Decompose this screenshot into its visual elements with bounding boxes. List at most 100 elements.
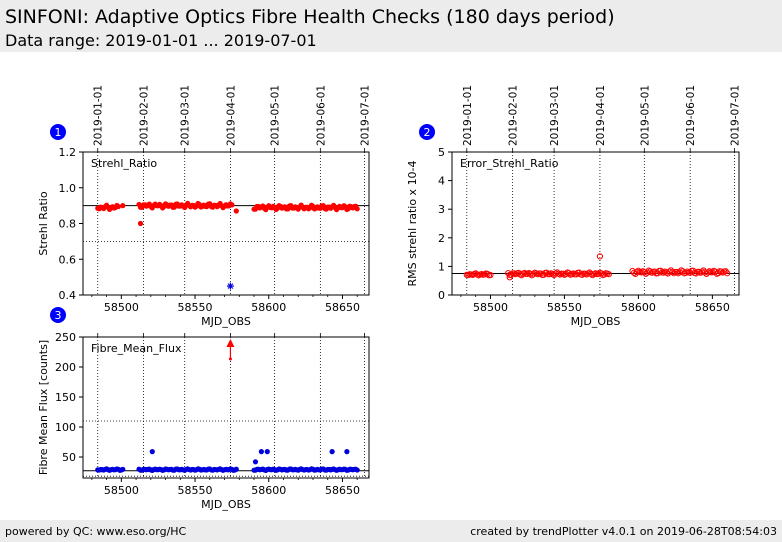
footer-created-by: created by trendPlotter v4.0.1 on 2019-0… bbox=[470, 525, 777, 538]
x-axis-label: MJD_OBS bbox=[571, 315, 621, 328]
data-point bbox=[233, 466, 239, 472]
panel-number-badge bbox=[50, 307, 66, 323]
y-tick-label: 50 bbox=[62, 451, 76, 464]
data-point bbox=[527, 270, 534, 277]
date-tick-label: 2019-03-01 bbox=[180, 85, 192, 146]
date-tick-label: 2019-02-01 bbox=[138, 85, 150, 146]
data-point bbox=[115, 203, 121, 210]
date-tick-label: 2019-02-01 bbox=[508, 85, 520, 146]
data-point bbox=[704, 269, 712, 276]
y-axis-label: Strehl Ratio bbox=[37, 191, 50, 255]
footer-bar: powered by QC: www.eso.org/HC created by… bbox=[0, 520, 782, 542]
y-tick-label: 3 bbox=[438, 203, 445, 216]
header-bar: SINFONI: Adaptive Optics Fibre Health Ch… bbox=[0, 0, 782, 52]
outlier-point bbox=[120, 203, 126, 209]
x-tick-label: 58650 bbox=[325, 484, 360, 497]
outlier-point bbox=[233, 208, 239, 214]
data-point bbox=[354, 467, 360, 473]
data-point bbox=[701, 269, 709, 276]
outlier-point bbox=[258, 449, 264, 455]
date-tick-label: 2019-01-01 bbox=[93, 85, 105, 146]
data-range: Data range: 2019-01-01 ... 2019-07-01 bbox=[5, 31, 317, 50]
y-tick-label: 1.0 bbox=[59, 182, 77, 195]
data-point bbox=[706, 268, 713, 275]
data-point bbox=[669, 268, 676, 276]
arrow-base bbox=[228, 357, 232, 361]
data-point bbox=[598, 270, 605, 277]
data-point bbox=[719, 269, 726, 276]
data-point bbox=[543, 269, 550, 276]
data-point bbox=[718, 268, 725, 275]
outlier-point bbox=[137, 220, 144, 227]
data-point bbox=[605, 271, 612, 278]
y-tick-label: 1 bbox=[438, 260, 445, 273]
date-tick-label: 2019-07-01 bbox=[360, 85, 372, 146]
outlier-point bbox=[506, 274, 513, 281]
date-tick-label: 2019-06-01 bbox=[685, 85, 697, 146]
data-point bbox=[635, 267, 642, 274]
plot-frame bbox=[82, 151, 370, 296]
data-point bbox=[647, 268, 654, 275]
plot-frame bbox=[82, 336, 370, 479]
data-point bbox=[601, 271, 608, 278]
panel-number-label: 1 bbox=[55, 126, 62, 139]
data-point bbox=[724, 270, 731, 277]
star-marker bbox=[226, 282, 234, 290]
y-tick-label: 5 bbox=[438, 146, 445, 159]
chart-title: Error_Strehl_Ratio bbox=[460, 157, 559, 170]
y-tick-label: 1.2 bbox=[59, 146, 77, 159]
date-tick-label: 2019-05-01 bbox=[270, 85, 282, 146]
footer-powered-by: powered by QC: www.eso.org/HC bbox=[5, 525, 187, 538]
data-point bbox=[682, 269, 689, 276]
x-axis-label: MJD_OBS bbox=[201, 315, 251, 328]
date-tick-label: 2019-05-01 bbox=[639, 85, 651, 146]
chart-panel-1: 2019-01-01 2019-02-01 2019-03-01 2019-04-01… bbox=[37, 85, 372, 328]
date-tick-label: 2019-04-01 bbox=[225, 85, 237, 146]
y-tick-label: 150 bbox=[55, 391, 76, 404]
panel-number-label: 2 bbox=[424, 126, 431, 139]
panel-number-label: 3 bbox=[55, 309, 62, 322]
y-tick-label: 100 bbox=[55, 421, 76, 434]
x-tick-label: 58550 bbox=[178, 484, 213, 497]
y-tick-label: 4 bbox=[438, 175, 445, 188]
data-point bbox=[229, 202, 235, 208]
x-tick-label: 58550 bbox=[178, 301, 213, 314]
data-point bbox=[530, 271, 537, 278]
y-tick-label: 0.6 bbox=[59, 253, 77, 266]
data-point bbox=[487, 271, 494, 279]
data-point bbox=[579, 271, 586, 278]
data-point bbox=[521, 269, 528, 276]
y-axis-label: RMS strehl ratio x 10-4 bbox=[406, 160, 419, 286]
data-point bbox=[651, 268, 658, 275]
outlier-point bbox=[252, 459, 259, 465]
data-point bbox=[660, 269, 667, 276]
y-tick-label: 250 bbox=[55, 331, 76, 344]
x-tick-label: 58500 bbox=[104, 301, 139, 314]
star-stroke bbox=[227, 283, 234, 289]
x-tick-label: 58500 bbox=[473, 301, 508, 314]
y-tick-label: 0.4 bbox=[59, 289, 77, 302]
chart-panel-3: 50 100 150 200 250 58500 58550 58600 58650 MJD_OB… bbox=[37, 307, 370, 511]
date-tick-label: 2019-01-01 bbox=[462, 85, 474, 146]
date-tick-label: 2019-03-01 bbox=[549, 85, 561, 146]
data-point bbox=[670, 270, 678, 277]
date-tick-label: 2019-07-01 bbox=[730, 85, 742, 146]
chart-panel-2: 2019-01-01 2019-02-01 2019-03-01 2019-04-01… bbox=[406, 85, 742, 328]
date-tick-label: 2019-06-01 bbox=[315, 85, 327, 146]
y-tick-label: 0 bbox=[438, 289, 445, 302]
outlier-point bbox=[264, 449, 270, 455]
x-tick-label: 58600 bbox=[621, 301, 656, 314]
outlier-point bbox=[344, 449, 350, 455]
data-point bbox=[552, 270, 559, 277]
y-axis-label: Fibre Mean Flux [counts] bbox=[37, 340, 50, 475]
data-point bbox=[565, 270, 572, 277]
outlier-point bbox=[596, 253, 604, 260]
data-point bbox=[484, 270, 491, 278]
x-tick-label: 58600 bbox=[251, 484, 286, 497]
x-tick-label: 58650 bbox=[695, 301, 730, 314]
data-point bbox=[587, 270, 595, 278]
panel-number-badge bbox=[419, 124, 435, 140]
data-point bbox=[595, 270, 602, 278]
data-point bbox=[537, 270, 544, 277]
